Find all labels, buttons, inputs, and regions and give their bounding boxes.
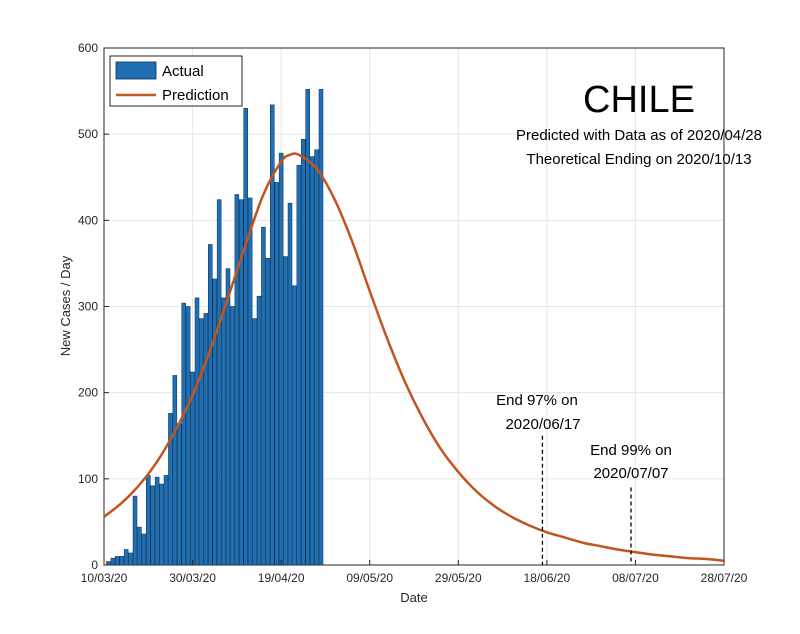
bar-actual	[305, 89, 310, 566]
bar-actual	[177, 423, 182, 566]
bar-actual	[274, 182, 279, 566]
annotation-99-line-1: End 99% on	[590, 442, 672, 459]
annotation-97-line-1: End 97% on	[496, 392, 578, 409]
y-tick-label: 400	[78, 213, 98, 227]
legend: Actual Prediction	[109, 55, 243, 107]
bar-actual	[261, 226, 266, 566]
bar-actual	[185, 306, 191, 566]
chart-subtitle-line-2: Theoretical Ending on 2020/10/13	[526, 151, 751, 168]
bar-actual	[199, 318, 204, 566]
bar-actual	[123, 549, 129, 566]
x-tick-label: 19/04/20	[258, 571, 305, 585]
y-tick-label: 300	[78, 300, 98, 314]
bar-actual	[216, 199, 222, 566]
bar-actual	[110, 557, 116, 566]
bar-actual	[115, 556, 120, 566]
bar-actual	[137, 526, 142, 566]
bar-actual	[203, 313, 209, 566]
annotation-99-line-2: 2020/07/07	[593, 465, 668, 482]
y-tick-label: 200	[78, 386, 98, 400]
bar-actual	[119, 556, 124, 566]
bar-actual	[172, 375, 178, 566]
legend-label-actual: Actual	[162, 63, 204, 80]
chart-title: CHILE	[583, 79, 695, 121]
x-tick-label: 09/05/20	[346, 571, 393, 585]
bar-actual	[243, 108, 248, 566]
bar-actual	[247, 197, 253, 566]
bar-actual	[234, 194, 240, 566]
bar-actual	[318, 89, 324, 566]
bar-actual	[163, 475, 169, 566]
bar-actual	[221, 297, 226, 566]
bar-actual	[278, 152, 284, 566]
bar-actual	[168, 413, 173, 566]
y-axis-ticks: 0 100 200 300 400 500 600	[78, 41, 109, 572]
bar-actual	[208, 244, 213, 566]
bar-actual	[256, 295, 262, 566]
bar-actual	[287, 202, 293, 566]
bar-actual	[252, 318, 257, 566]
annotation-lines	[541, 435, 632, 565]
x-axis-ticks: 10/03/20 30/03/20 19/04/20 09/05/20 29/05/20…	[81, 560, 748, 585]
bar-actual	[239, 199, 244, 566]
x-axis-label: Date	[400, 590, 427, 605]
bar-actual	[296, 164, 302, 566]
x-tick-label: 08/07/20	[612, 571, 659, 585]
bar-series	[106, 89, 324, 566]
chart-subtitle-line-1: Predicted with Data as of 2020/04/28	[516, 127, 762, 144]
bar-actual	[132, 495, 138, 566]
y-tick-label: 500	[78, 127, 98, 141]
grid	[104, 48, 724, 565]
bar-actual	[265, 258, 271, 566]
bar-actual	[181, 302, 186, 566]
bar-actual	[194, 297, 200, 566]
x-tick-label: 10/03/20	[81, 571, 128, 585]
bar-actual	[128, 552, 133, 566]
bar-actual	[301, 139, 306, 566]
bar-actual	[146, 475, 151, 566]
legend-label-prediction: Prediction	[162, 87, 229, 104]
bar-actual	[212, 278, 217, 566]
bar-actual	[141, 533, 147, 566]
bar-actual	[225, 268, 231, 566]
y-tick-label: 600	[78, 41, 98, 55]
x-tick-label: 18/06/20	[523, 571, 570, 585]
annotation-97-line-2: 2020/06/17	[505, 416, 580, 433]
bar-actual	[292, 285, 297, 566]
bar-actual	[270, 104, 275, 566]
legend-swatch-actual	[115, 61, 157, 80]
bar-actual	[150, 485, 155, 566]
x-tick-label: 28/07/20	[701, 571, 748, 585]
x-tick-label: 30/03/20	[169, 571, 216, 585]
bar-actual	[314, 149, 319, 566]
bar-actual	[283, 256, 288, 566]
x-tick-label: 29/05/20	[435, 571, 482, 585]
bar-actual	[159, 483, 164, 566]
bar-actual	[230, 306, 235, 566]
y-tick-label: 0	[91, 558, 98, 572]
bar-actual	[309, 156, 315, 566]
bar-actual	[106, 561, 111, 566]
y-axis-label: New Cases / Day	[58, 255, 73, 356]
bar-actual	[154, 476, 160, 566]
prediction-line	[103, 152, 725, 562]
y-tick-label: 100	[78, 472, 98, 486]
